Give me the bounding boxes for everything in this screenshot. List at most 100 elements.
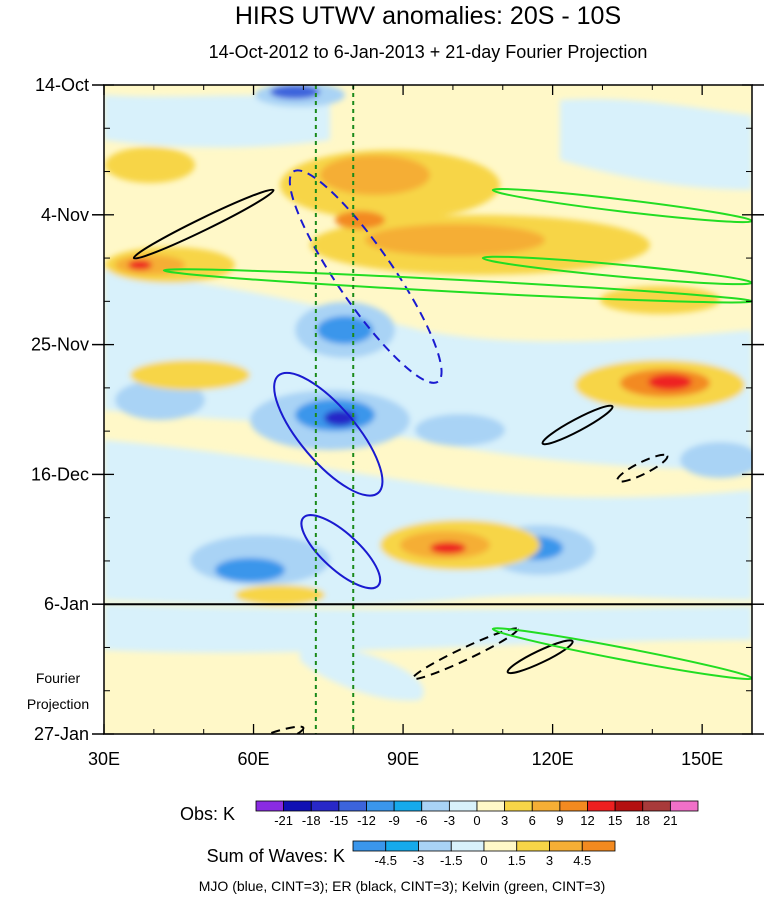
mjo-contour-positive bbox=[273, 371, 384, 497]
legend-swatch bbox=[587, 800, 616, 812]
legend-swatch bbox=[310, 800, 340, 812]
waves-legend-label: Sum of Waves: K bbox=[207, 846, 345, 866]
er-contour-negative bbox=[411, 627, 519, 680]
wave-contours bbox=[132, 169, 752, 734]
legend-swatch bbox=[483, 840, 518, 852]
plot-frame bbox=[103, 84, 753, 735]
obs-anomaly-field bbox=[104, 85, 752, 701]
legend-tick-label: 9 bbox=[556, 813, 563, 828]
er-contour-positive bbox=[506, 639, 574, 675]
field-yellow-7 bbox=[130, 360, 250, 390]
legend-swatch bbox=[385, 840, 419, 852]
legend-swatch bbox=[393, 800, 423, 812]
legend-tick-label: 4.5 bbox=[573, 853, 591, 868]
field-deepblue-5 bbox=[270, 85, 320, 99]
er-contour-negative bbox=[232, 725, 305, 734]
legend-tick-label: -18 bbox=[302, 813, 321, 828]
field-lightblue-top bbox=[104, 95, 330, 148]
legend-swatch bbox=[448, 800, 478, 812]
projection-label-line1: Fourier bbox=[36, 670, 81, 686]
legend-tick-label: 3 bbox=[501, 813, 508, 828]
field-blue-8 bbox=[415, 414, 505, 446]
field-yellow-9 bbox=[235, 585, 325, 605]
x-tick-label: 30E bbox=[88, 749, 120, 769]
er-contour-negative bbox=[616, 453, 669, 483]
projection-label-line2: Projection bbox=[27, 696, 89, 712]
legend-tick-label: 0 bbox=[480, 853, 487, 868]
legend-swatch bbox=[559, 800, 588, 812]
legend-tick-label: 6 bbox=[529, 813, 536, 828]
legend-swatch bbox=[366, 800, 395, 812]
legend-tick-label: -9 bbox=[388, 813, 400, 828]
y-tick-label: 27-Jan bbox=[34, 724, 89, 744]
axes: 30E 60E 90E 120E 150E 14-Oct 4-Nov 25-Nov 16-Dec… bbox=[31, 75, 764, 769]
field-orange-1 bbox=[320, 155, 430, 195]
field-red-3 bbox=[128, 260, 152, 270]
kelvin-contour bbox=[481, 255, 752, 286]
plot-area bbox=[104, 85, 752, 734]
field-yellow-4 bbox=[105, 147, 195, 183]
legend-tick-label: 1.5 bbox=[508, 853, 526, 868]
legend-swatch bbox=[549, 840, 583, 852]
legend-tick-label: 21 bbox=[663, 813, 677, 828]
legend-swatch bbox=[669, 800, 699, 812]
legend-swatch bbox=[421, 800, 450, 812]
y-tick-label: 16-Dec bbox=[31, 464, 89, 484]
kelvin-contour bbox=[491, 627, 752, 681]
legend-swatch bbox=[581, 840, 616, 852]
legend-swatch bbox=[283, 800, 312, 812]
legend-swatch bbox=[255, 800, 285, 812]
y-tick-label: 6-Jan bbox=[44, 594, 89, 614]
field-projection-light-2 bbox=[300, 640, 424, 701]
legend-swatch bbox=[476, 800, 506, 812]
y-tick-label: 25-Nov bbox=[31, 335, 89, 355]
mjo-contour-negative bbox=[288, 169, 443, 384]
kelvin-contour bbox=[491, 187, 752, 224]
legend-tick-label: 18 bbox=[636, 813, 650, 828]
legend-swatch bbox=[531, 800, 561, 812]
x-tick-label: 90E bbox=[387, 749, 419, 769]
legend-swatch bbox=[614, 800, 644, 812]
legend-tick-label: 0 bbox=[473, 813, 480, 828]
legend-swatch bbox=[352, 840, 387, 852]
field-deepblue-1 bbox=[317, 316, 373, 344]
waves-legend: -4.5 -3 -1.5 0 1.5 3 4.5 bbox=[352, 840, 616, 868]
field-deepblue-3 bbox=[215, 558, 285, 582]
field-blue-6 bbox=[680, 442, 752, 478]
legend-tick-label: -3 bbox=[444, 813, 456, 828]
field-orange-2 bbox=[365, 224, 545, 256]
field-lightblue-right-top bbox=[560, 98, 752, 190]
legend-swatch bbox=[642, 800, 671, 812]
x-tick-label: 120E bbox=[532, 749, 574, 769]
obs-legend-label: Obs: K bbox=[180, 804, 235, 824]
legend-tick-label: -1.5 bbox=[440, 853, 462, 868]
legend-tick-label: -21 bbox=[274, 813, 293, 828]
legend-swatch bbox=[338, 800, 367, 812]
legend-tick-label: -12 bbox=[357, 813, 376, 828]
x-tick-label: 60E bbox=[238, 749, 270, 769]
legend-swatch bbox=[516, 840, 550, 852]
er-contour-positive bbox=[541, 404, 614, 446]
legend-tick-label: 15 bbox=[608, 813, 622, 828]
er-contour-positive bbox=[132, 188, 275, 260]
legend-tick-label: -3 bbox=[413, 853, 425, 868]
y-tick-label: 14-Oct bbox=[35, 75, 89, 95]
chart-footnote: MJO (blue, CINT=3); ER (black, CINT=3); … bbox=[199, 878, 606, 894]
legend-swatch bbox=[450, 840, 485, 852]
field-orange-6 bbox=[335, 211, 385, 229]
legend-tick-label: -6 bbox=[416, 813, 428, 828]
legend-swatch bbox=[504, 800, 533, 812]
chart-subtitle: 14-Oct-2012 to 6-Jan-2013 + 21-day Fouri… bbox=[209, 42, 648, 62]
x-tick-label: 150E bbox=[681, 749, 723, 769]
field-red-1 bbox=[648, 374, 692, 390]
legend-tick-label: -15 bbox=[329, 813, 348, 828]
field-blue-5 bbox=[115, 380, 205, 420]
obs-legend: -21 -18 -15 -12 -9 -6 -3 0 3 6 9 12 15 18 21 bbox=[255, 800, 699, 828]
legend-swatch bbox=[418, 840, 452, 852]
legend-tick-label: 12 bbox=[580, 813, 594, 828]
legend-tick-label: -4.5 bbox=[375, 853, 397, 868]
chart-title: HIRS UTWV anomalies: 20S - 10S bbox=[235, 2, 621, 30]
y-tick-label: 4-Nov bbox=[41, 205, 89, 225]
field-red-2 bbox=[430, 542, 466, 554]
